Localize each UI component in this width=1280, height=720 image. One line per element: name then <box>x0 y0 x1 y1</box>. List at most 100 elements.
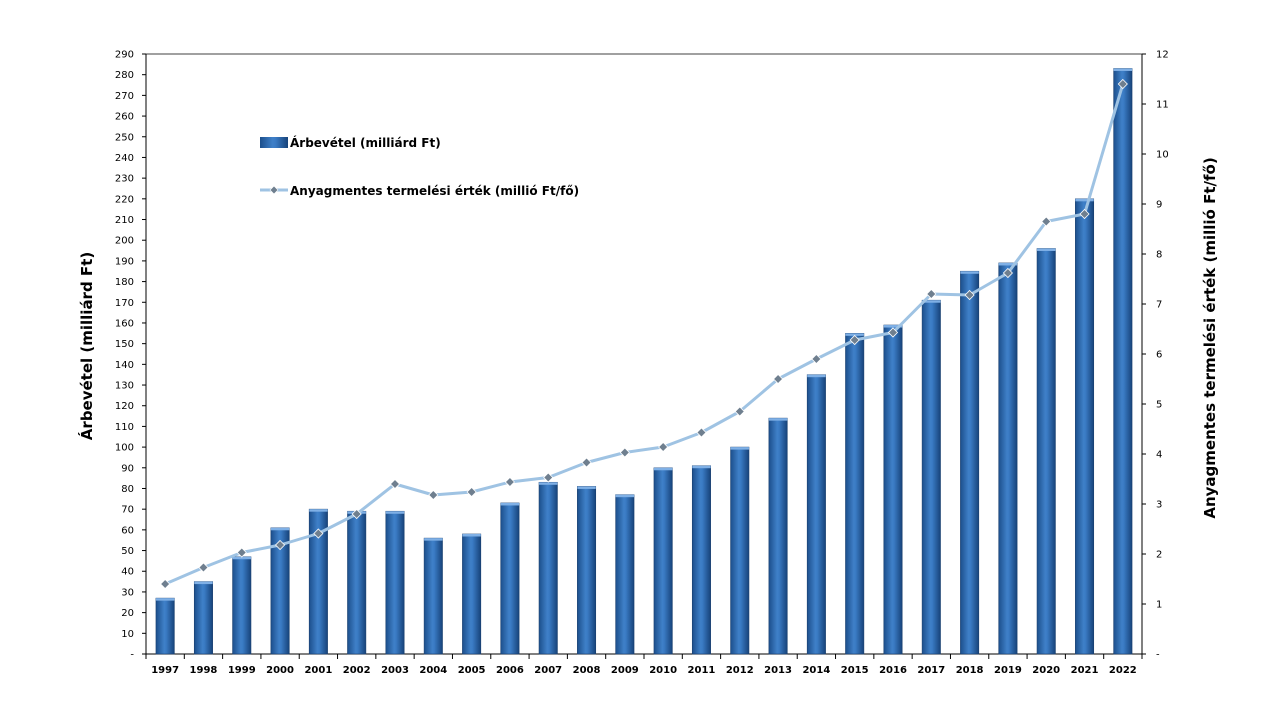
left-tick-label: 80 <box>121 484 134 495</box>
right-tick-label: 2 <box>1156 550 1162 561</box>
line-point <box>504 476 515 488</box>
right-tick-label: 8 <box>1156 250 1162 261</box>
right-tick-label: 12 <box>1156 50 1169 61</box>
bar-top-highlight <box>730 447 749 450</box>
bar-top-highlight <box>462 534 481 537</box>
line-point <box>734 406 745 417</box>
bar <box>998 262 1018 655</box>
y-axis-title-right: Anyagmentes termelési érték (millió Ft/f… <box>1201 157 1219 518</box>
left-tick-label: 90 <box>121 463 134 474</box>
bar-series <box>155 68 1133 655</box>
right-tick-label: 3 <box>1156 500 1162 511</box>
x-tick-label: 2001 <box>304 665 332 676</box>
line-point <box>887 327 899 338</box>
left-tick-label: 20 <box>121 608 134 619</box>
x-tick-label: 2015 <box>841 665 869 676</box>
right-tick-label: 7 <box>1156 300 1162 311</box>
left-tick-label: 180 <box>115 277 134 288</box>
bar-top-highlight <box>1113 68 1133 71</box>
left-tick-label: 130 <box>115 381 134 392</box>
left-tick-label: 40 <box>121 567 134 578</box>
x-tick-label: 2000 <box>266 665 294 676</box>
line-point <box>160 578 171 590</box>
line-point <box>275 539 286 551</box>
bar <box>155 597 175 655</box>
x-tick-label: 2014 <box>802 665 830 676</box>
line-point <box>466 486 477 498</box>
bar-top-highlight <box>998 262 1018 266</box>
x-tick-label: 2010 <box>649 665 677 676</box>
bar-top-highlight <box>768 418 788 421</box>
bar <box>806 374 826 655</box>
bar-top-highlight <box>615 494 635 498</box>
bar <box>615 494 635 655</box>
right-tick-label: 5 <box>1156 400 1162 411</box>
right-tick-label: 10 <box>1156 150 1169 161</box>
legend-bar-label: Árbevétel (milliárd Ft) <box>290 135 441 150</box>
x-tick-label: 2007 <box>534 665 562 676</box>
x-tick-label: 2016 <box>879 665 907 676</box>
bar <box>462 533 482 655</box>
x-tick-label: 2013 <box>764 665 792 676</box>
left-tick-label: 200 <box>115 236 134 247</box>
left-tick-label: 30 <box>121 587 134 598</box>
line-point <box>581 457 592 468</box>
bar <box>385 510 405 655</box>
line-point <box>1041 216 1052 227</box>
bar-top-highlight <box>883 325 903 328</box>
line-point <box>773 373 784 385</box>
left-tick-label: 210 <box>115 215 134 226</box>
left-tick-label: 160 <box>115 318 134 329</box>
left-tick-label: 150 <box>115 339 134 350</box>
x-tick-label: 2005 <box>458 665 486 676</box>
line-series <box>160 78 1128 590</box>
line-point <box>1002 267 1013 279</box>
x-tick-label: 2003 <box>381 665 409 676</box>
bar <box>423 537 443 655</box>
line-point <box>198 562 209 573</box>
line-point <box>236 547 247 558</box>
left-tick-label: 270 <box>115 91 134 102</box>
line-point <box>619 447 630 458</box>
bar-top-highlight <box>155 598 175 601</box>
x-tick-label: 2022 <box>1109 665 1137 676</box>
line-point <box>1079 208 1090 220</box>
bar-top-highlight <box>500 502 520 506</box>
line-point <box>313 528 324 539</box>
bar-top-highlight <box>385 511 405 514</box>
x-tick-label: 2002 <box>343 665 371 676</box>
x-tick-label: 2009 <box>611 665 639 676</box>
line-path <box>164 83 1125 586</box>
line-point <box>428 489 439 501</box>
bar <box>1075 198 1095 655</box>
line-point <box>811 353 822 365</box>
bar <box>883 324 903 655</box>
left-tick-label: 220 <box>115 194 134 205</box>
legend-line-marker <box>269 185 279 195</box>
left-tick-label: 120 <box>115 401 134 412</box>
x-tick-label: 2006 <box>496 665 524 676</box>
bar-top-highlight <box>577 486 596 489</box>
bar-top-highlight <box>270 527 290 531</box>
bar <box>730 446 750 655</box>
x-tick-label: 1998 <box>190 665 218 676</box>
right-tick-label: 1 <box>1156 600 1162 611</box>
bar <box>538 481 558 655</box>
line-point <box>351 508 362 520</box>
x-tick-label: 1997 <box>151 665 179 676</box>
legend-bar-swatch <box>260 137 288 148</box>
line-point <box>1117 78 1128 90</box>
left-tick-label: 110 <box>115 422 134 433</box>
left-tick-label: 50 <box>121 546 134 557</box>
bar <box>347 510 367 655</box>
bar <box>960 270 980 655</box>
bar <box>768 417 788 655</box>
line-point <box>696 427 707 438</box>
x-tick-label: 2012 <box>726 665 754 676</box>
x-axis-ticks: 1997 1998 1999 2000 2001 2002 2003 2004 2005 2006… <box>145 654 1143 676</box>
right-tick-label: 6 <box>1156 350 1162 361</box>
bar-top-highlight <box>692 465 711 469</box>
line-point <box>926 288 937 300</box>
